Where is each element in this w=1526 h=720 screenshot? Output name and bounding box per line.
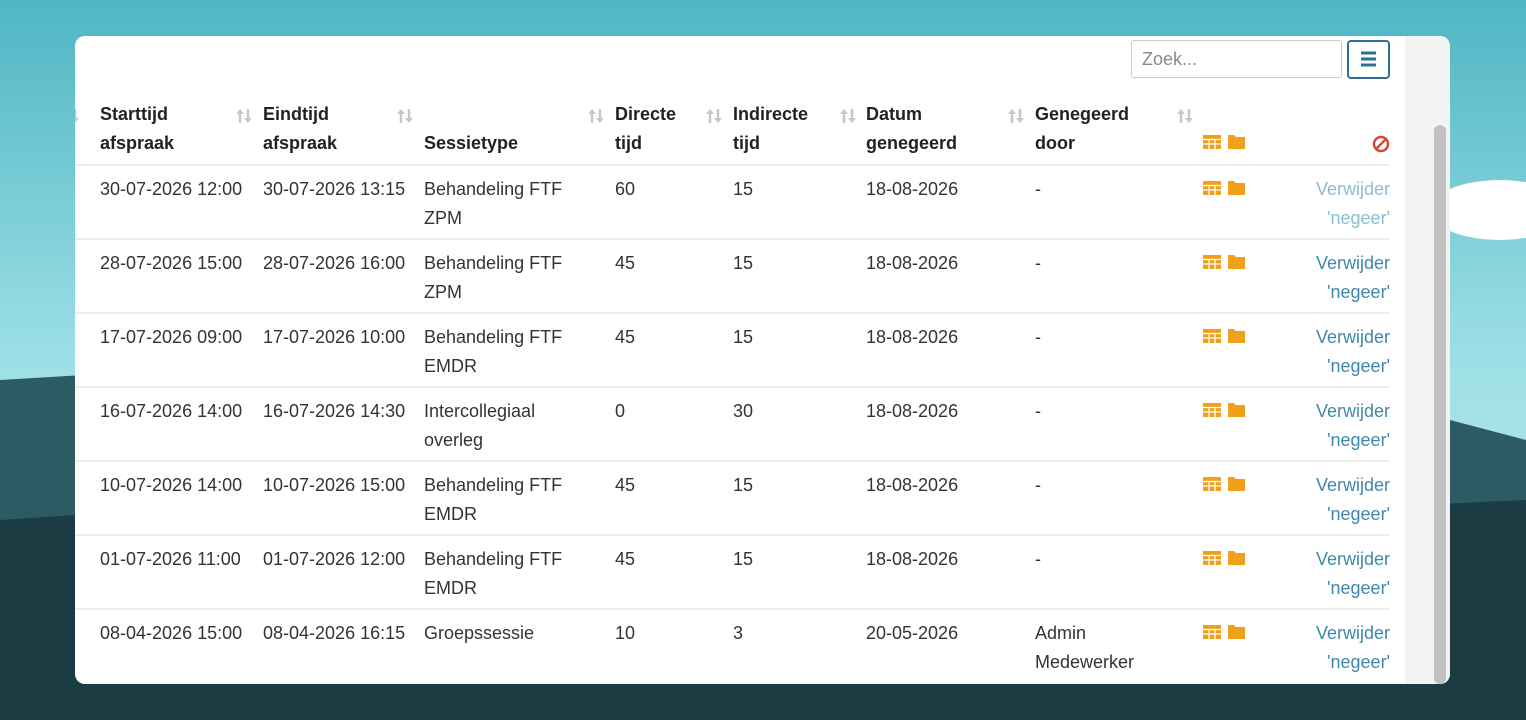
cell: 15 xyxy=(733,327,754,347)
column-header[interactable]: Datum genegeerd xyxy=(866,104,958,153)
menu-icon xyxy=(1361,51,1376,67)
cell: 08-04-2026 16:15 xyxy=(263,623,406,643)
row-icons[interactable] xyxy=(1202,252,1252,272)
remove-ignore-link[interactable]: Verwijder 'negeer' xyxy=(1315,327,1390,376)
menu-button[interactable] xyxy=(1347,40,1390,79)
ignore-icon xyxy=(1372,135,1390,153)
sort-icon[interactable] xyxy=(1006,106,1026,126)
cell: 17-07-2026 09:00 xyxy=(100,327,243,347)
sort-icon[interactable] xyxy=(395,106,415,126)
cell: 30-07-2026 13:15 xyxy=(263,179,406,199)
cell: 15 xyxy=(733,475,754,495)
sort-icon[interactable] xyxy=(586,106,606,126)
search-input[interactable]: Zoek... xyxy=(1131,40,1342,78)
cell: Behandeling FTF EMDR xyxy=(424,549,563,598)
cell: 45 xyxy=(615,475,636,495)
cell: - xyxy=(1035,549,1041,569)
cell: 0 xyxy=(615,401,626,421)
cell: - xyxy=(1035,401,1041,421)
cell: 10-07-2026 14:00 xyxy=(100,475,243,495)
sort-icon[interactable] xyxy=(838,106,858,126)
remove-ignore-link[interactable]: Verwijder 'negeer' xyxy=(1315,401,1390,450)
card: Zoek... Starttijd afspraak Eindtijd afspr… xyxy=(75,36,1450,684)
remove-ignore-link[interactable]: Verwijder 'negeer' xyxy=(1315,253,1390,302)
cell: 18-08-2026 xyxy=(866,401,959,421)
cell: 20-05-2026 xyxy=(866,623,959,643)
cell: Admin Medewerker xyxy=(1035,623,1135,672)
cell: - xyxy=(1035,327,1041,347)
sort-icon[interactable] xyxy=(234,106,254,126)
row-icons[interactable] xyxy=(1202,178,1252,198)
cell: Behandeling FTF ZPM xyxy=(424,179,563,228)
row-line xyxy=(75,608,1390,610)
cell: Behandeling FTF EMDR xyxy=(424,475,563,524)
cell: 10 xyxy=(615,623,636,643)
cell: Behandeling FTF ZPM xyxy=(424,253,563,302)
row-icons[interactable] xyxy=(1202,622,1252,642)
scrollbar-thumb[interactable] xyxy=(1434,125,1446,684)
sort-icon[interactable] xyxy=(1175,106,1195,126)
row-icons[interactable] xyxy=(1202,548,1252,568)
row-icons[interactable] xyxy=(1202,132,1252,152)
cell: 18-08-2026 xyxy=(866,327,959,347)
remove-ignore-link[interactable]: Verwijder 'negeer' xyxy=(1315,549,1390,598)
cell: 18-08-2026 xyxy=(866,179,959,199)
remove-ignore-link[interactable]: Verwijder 'negeer' xyxy=(1315,179,1390,228)
row-icons[interactable] xyxy=(1202,400,1252,420)
cell: 16-07-2026 14:30 xyxy=(263,401,406,421)
cell: 08-04-2026 15:00 xyxy=(100,623,243,643)
cell: 28-07-2026 16:00 xyxy=(263,253,406,273)
cell: Intercollegiaal overleg xyxy=(424,401,536,450)
row-icons[interactable] xyxy=(1202,474,1252,494)
cell: 30-07-2026 12:00 xyxy=(100,179,243,199)
column-header[interactable]: Indirecte tijd xyxy=(733,104,809,153)
row-line xyxy=(75,238,1390,240)
cell: 01-07-2026 11:00 xyxy=(100,549,241,569)
row-line xyxy=(75,312,1390,314)
cell: 30 xyxy=(733,401,754,421)
remove-ignore-link[interactable]: Verwijder 'negeer' xyxy=(1315,623,1390,672)
cell: 18-08-2026 xyxy=(866,549,959,569)
column-header[interactable]: Sessietype xyxy=(424,133,519,153)
cell: 28-07-2026 15:00 xyxy=(100,253,243,273)
cell: 10-07-2026 15:00 xyxy=(263,475,406,495)
cell: - xyxy=(1035,475,1041,495)
column-header[interactable]: Directe tijd xyxy=(615,104,677,153)
sort-icon[interactable] xyxy=(75,106,81,126)
cell: 18-08-2026 xyxy=(866,253,959,273)
header-line xyxy=(75,164,1390,166)
column-header[interactable]: Genegeerd door xyxy=(1035,104,1130,153)
cell: 3 xyxy=(733,623,744,643)
cell: 45 xyxy=(615,327,636,347)
cell: 15 xyxy=(733,253,754,273)
cell: 15 xyxy=(733,549,754,569)
cell: 45 xyxy=(615,549,636,569)
row-icons[interactable] xyxy=(1202,326,1252,346)
cell: 45 xyxy=(615,253,636,273)
cell: Groepssessie xyxy=(424,623,535,643)
column-header[interactable]: Eindtijd afspraak xyxy=(263,104,338,153)
cell: 18-08-2026 xyxy=(866,475,959,495)
sort-icon[interactable] xyxy=(704,106,724,126)
cell: 15 xyxy=(733,179,754,199)
column-header[interactable]: Starttijd afspraak xyxy=(100,104,175,153)
remove-ignore-link[interactable]: Verwijder 'negeer' xyxy=(1315,475,1390,524)
row-line xyxy=(75,460,1390,462)
cell: - xyxy=(1035,179,1041,199)
row-line xyxy=(75,534,1390,536)
cell: - xyxy=(1035,253,1041,273)
cell: 01-07-2026 12:00 xyxy=(263,549,406,569)
cell: 60 xyxy=(615,179,636,199)
cell: Behandeling FTF EMDR xyxy=(424,327,563,376)
row-line xyxy=(75,386,1390,388)
cell: 17-07-2026 10:00 xyxy=(263,327,406,347)
cell: 16-07-2026 14:00 xyxy=(100,401,243,421)
